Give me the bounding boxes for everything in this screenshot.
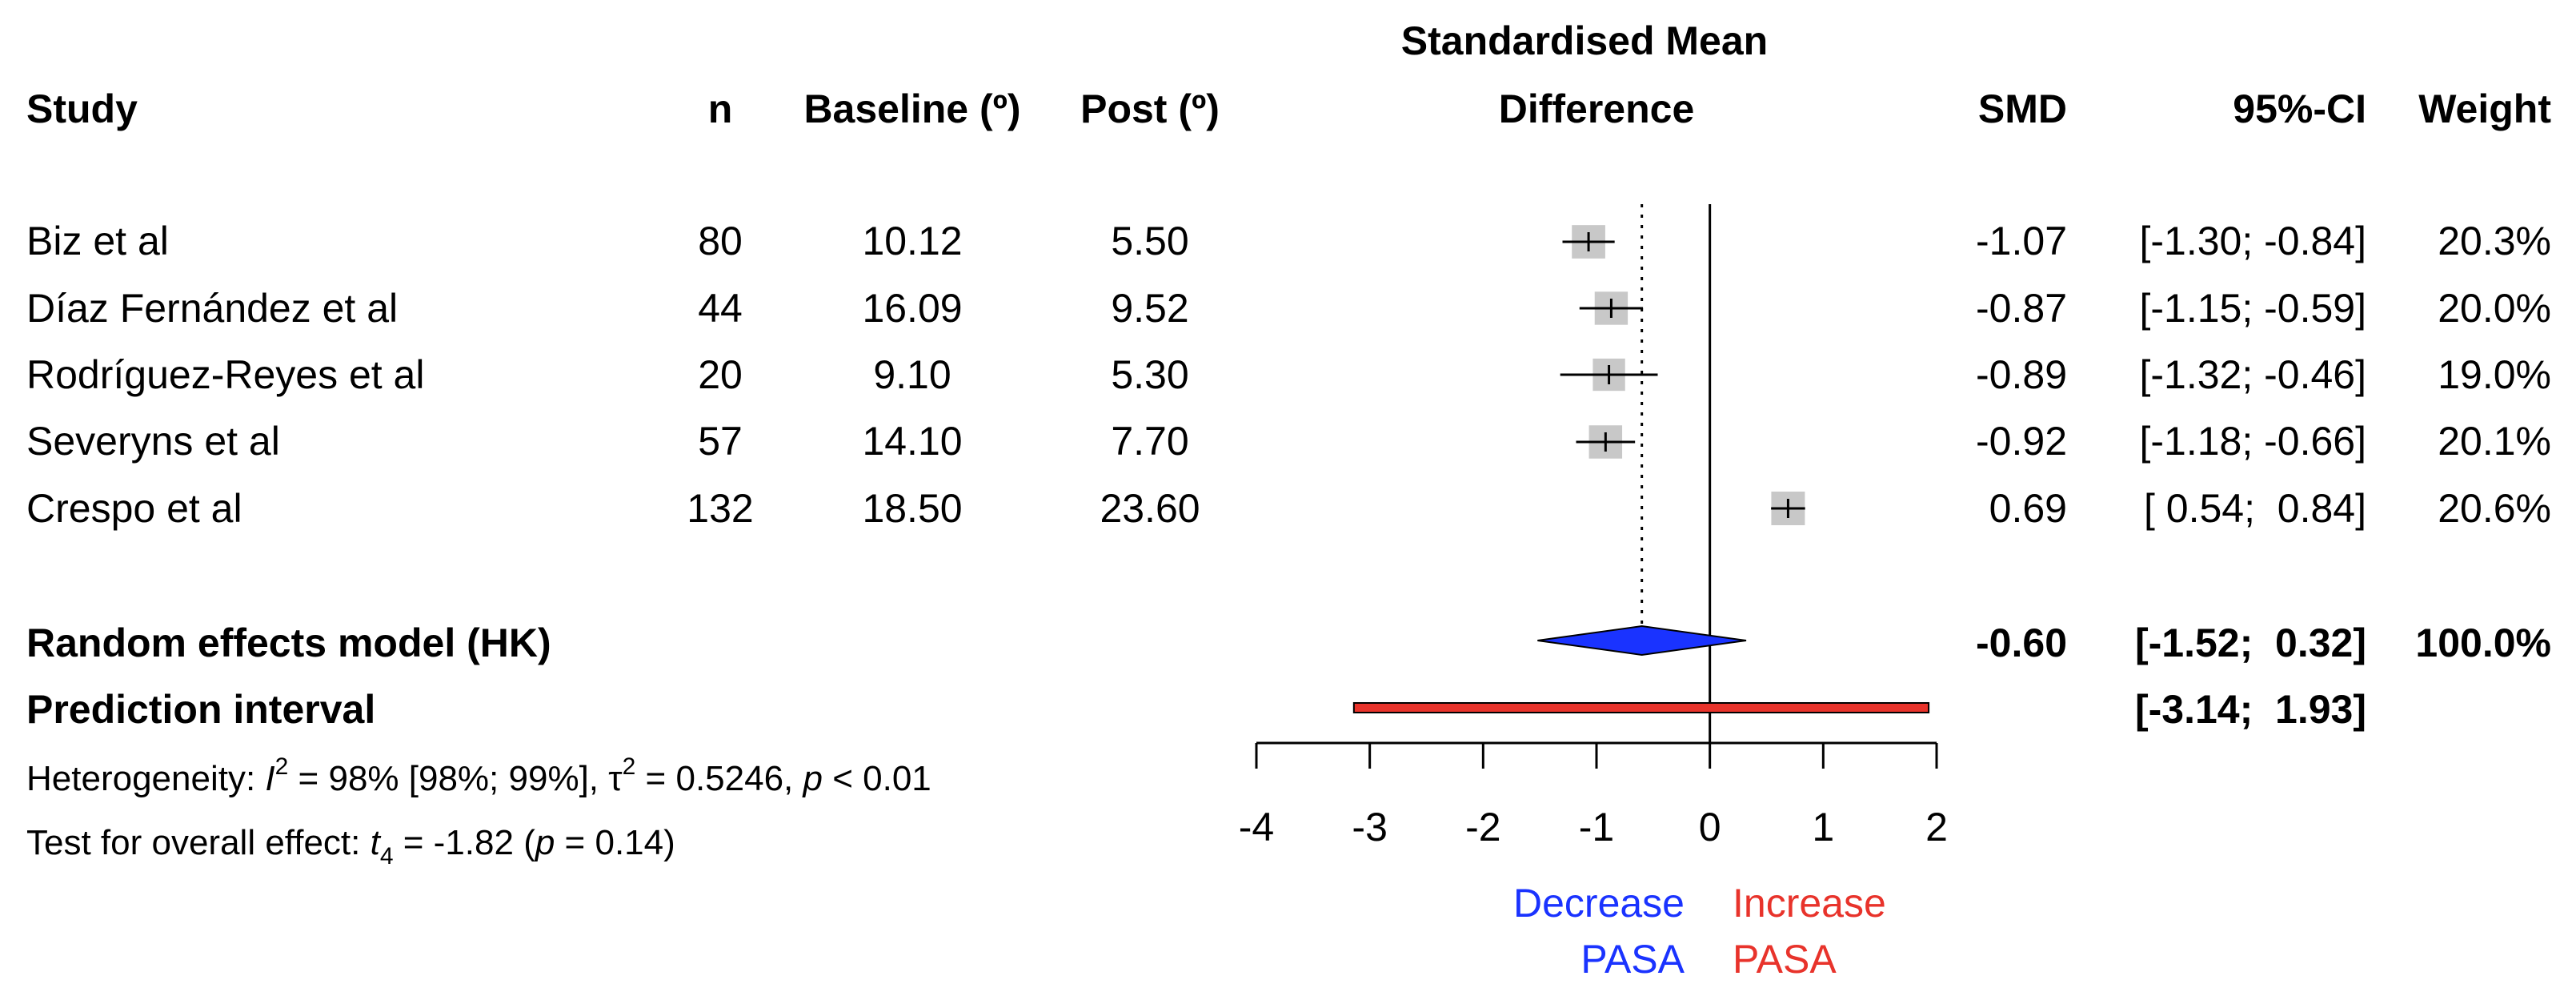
study-baseline: 14.10 bbox=[862, 419, 962, 464]
annotation-decrease-line2: PASA bbox=[1580, 937, 1685, 982]
study-ci: [-1.32; -0.46] bbox=[2140, 352, 2367, 397]
x-tick-label: -1 bbox=[1579, 805, 1614, 849]
x-tick-label: 1 bbox=[1812, 805, 1834, 849]
plot-title-line-1: Standardised Mean bbox=[1401, 18, 1768, 63]
study-name: Rodríguez-Reyes et al bbox=[26, 352, 424, 397]
study-baseline: 9.10 bbox=[873, 352, 951, 397]
prediction-ci: [-3.14; 1.93] bbox=[2135, 687, 2366, 732]
annotation-increase-line1: Increase bbox=[1733, 881, 1886, 926]
study-name: Severyns et al bbox=[26, 419, 280, 464]
study-n: 80 bbox=[698, 219, 743, 263]
study-ci: [-1.15; -0.59] bbox=[2140, 286, 2367, 331]
pooled-ci: [-1.52; 0.32] bbox=[2135, 620, 2366, 665]
study-ci: [ 0.54; 0.84] bbox=[2144, 486, 2366, 531]
study-post: 5.50 bbox=[1111, 219, 1188, 263]
prediction-interval-bar bbox=[1352, 702, 1930, 713]
study-rows: Biz et al 80 10.12 5.50 -1.07 [-1.30; -0… bbox=[26, 219, 2551, 531]
plot-area bbox=[1255, 204, 1938, 769]
pooled-label: Random effects model (HK) bbox=[26, 620, 551, 665]
study-weight: 20.3% bbox=[2438, 219, 2551, 263]
study-smd: -1.07 bbox=[1976, 219, 2067, 263]
annotation-increase-line2: PASA bbox=[1733, 937, 1837, 982]
study-n: 20 bbox=[698, 352, 743, 397]
study-post: 5.30 bbox=[1111, 352, 1188, 397]
study-smd: -0.92 bbox=[1976, 419, 2067, 464]
study-name: Díaz Fernández et al bbox=[26, 286, 398, 331]
column-header-baseline: Baseline (º) bbox=[803, 86, 1020, 131]
study-weight: 19.0% bbox=[2438, 352, 2551, 397]
study-n: 132 bbox=[687, 486, 753, 531]
column-header-post: Post (º) bbox=[1080, 86, 1220, 131]
study-weight: 20.6% bbox=[2438, 486, 2551, 531]
study-baseline: 16.09 bbox=[862, 286, 962, 331]
study-n: 44 bbox=[698, 286, 743, 331]
x-tick-label: 2 bbox=[1925, 805, 1948, 849]
study-name: Biz et al bbox=[26, 219, 169, 263]
pooled-smd: -0.60 bbox=[1976, 620, 2067, 665]
study-smd: 0.69 bbox=[1989, 486, 2067, 531]
pooled-diamond bbox=[1537, 625, 1747, 657]
prediction-label: Prediction interval bbox=[26, 687, 375, 732]
x-tick-label: -2 bbox=[1465, 805, 1500, 849]
column-header-n: n bbox=[708, 86, 733, 131]
annotation-decrease-line1: Decrease bbox=[1513, 881, 1685, 926]
column-header-smd: SMD bbox=[1978, 86, 2067, 131]
x-tick-label: 0 bbox=[1699, 805, 1721, 849]
column-header-ci: 95%-CI bbox=[2233, 86, 2366, 131]
study-post: 9.52 bbox=[1111, 286, 1188, 331]
study-weight: 20.1% bbox=[2438, 419, 2551, 464]
overall-effect-text: Test for overall effect: t4 = -1.82 (p =… bbox=[26, 823, 675, 869]
study-name: Crespo et al bbox=[26, 486, 242, 531]
x-axis-labels: -4 -3 -2 -1 0 1 2 bbox=[1239, 805, 1948, 849]
study-ci: [-1.30; -0.84] bbox=[2140, 219, 2367, 263]
study-post: 23.60 bbox=[1100, 486, 1200, 531]
study-post: 7.70 bbox=[1111, 419, 1188, 464]
study-smd: -0.87 bbox=[1976, 286, 2067, 331]
x-tick-label: -3 bbox=[1352, 805, 1387, 849]
study-ci: [-1.18; -0.66] bbox=[2140, 419, 2367, 464]
study-baseline: 18.50 bbox=[862, 486, 962, 531]
column-header-study: Study bbox=[26, 86, 138, 131]
study-weight: 20.0% bbox=[2438, 286, 2551, 331]
study-baseline: 10.12 bbox=[862, 219, 962, 263]
study-n: 57 bbox=[698, 419, 743, 464]
plot-title-line-2: Difference bbox=[1499, 86, 1695, 131]
pooled-weight: 100.0% bbox=[2415, 620, 2551, 665]
column-header-weight: Weight bbox=[2418, 86, 2551, 131]
x-tick-label: -4 bbox=[1239, 805, 1274, 849]
study-smd: -0.89 bbox=[1976, 352, 2067, 397]
heterogeneity-text: Heterogeneity: I2 = 98% [98%; 99%], τ2 =… bbox=[26, 753, 931, 798]
